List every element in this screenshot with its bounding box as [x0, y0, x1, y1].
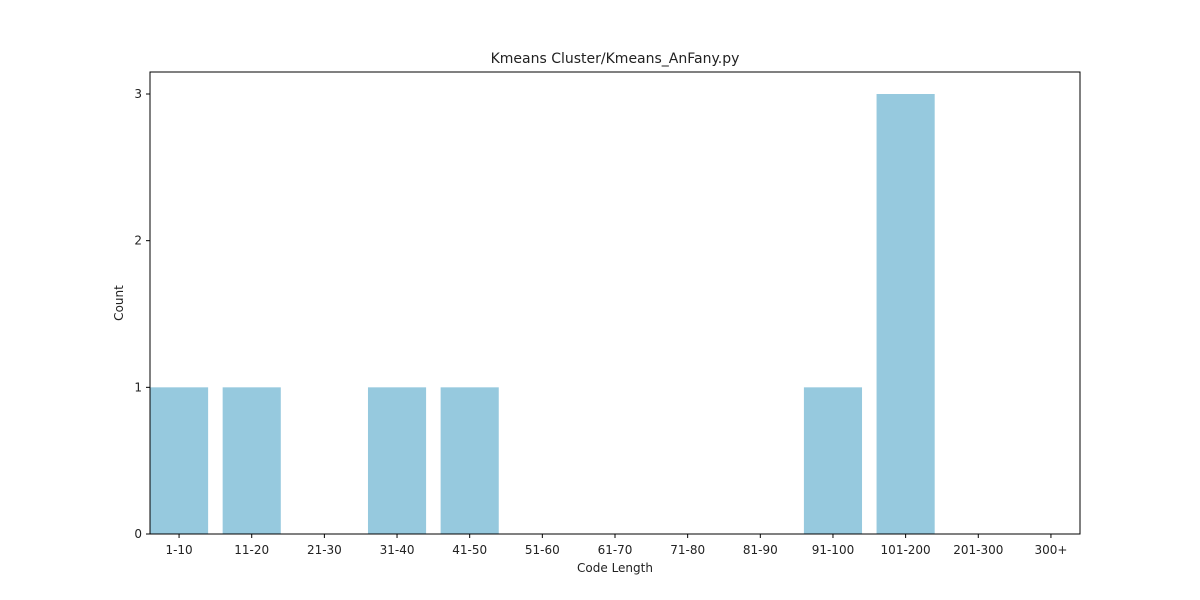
x-tick-label: 1-10	[165, 543, 192, 557]
y-tick-label: 2	[134, 234, 142, 248]
chart-title: Kmeans Cluster/Kmeans_AnFany.py	[491, 51, 740, 67]
x-axis-ticks: 1-10 11-20 21-30 31-40 41-50 51-60 61-70 71-80 8…	[165, 534, 1067, 557]
plot-frame	[149, 71, 1081, 535]
x-tick-label: 91-100	[812, 543, 855, 557]
y-tick-label: 1	[134, 380, 142, 394]
x-axis-title: Code Length	[577, 561, 653, 575]
x-tick-label: 41-50	[452, 543, 487, 557]
x-tick-label: 101-200	[881, 543, 931, 557]
bars-layer	[150, 94, 935, 534]
x-tick-label: 201-300	[953, 543, 1003, 557]
y-tick-label: 0	[134, 527, 142, 541]
bar-91-100	[803, 387, 863, 534]
x-tick-label: 51-60	[525, 543, 560, 557]
bar-41-50	[440, 387, 499, 534]
x-tick-label: 61-70	[598, 543, 633, 557]
y-axis-ticks: 0 1 2 3	[134, 87, 150, 541]
x-tick-label: 300+	[1034, 543, 1067, 557]
bar-31-40	[367, 387, 427, 534]
x-tick-label: 11-20	[234, 543, 269, 557]
bar-1-10	[150, 387, 209, 534]
bar-101-200	[876, 94, 935, 534]
x-tick-label: 81-90	[743, 543, 778, 557]
x-tick-label: 21-30	[307, 543, 342, 557]
bar-11-20	[222, 387, 281, 534]
y-axis-title: Count	[112, 285, 126, 321]
y-tick-label: 3	[134, 87, 142, 101]
x-tick-label: 31-40	[380, 543, 415, 557]
x-tick-label: 71-80	[670, 543, 705, 557]
